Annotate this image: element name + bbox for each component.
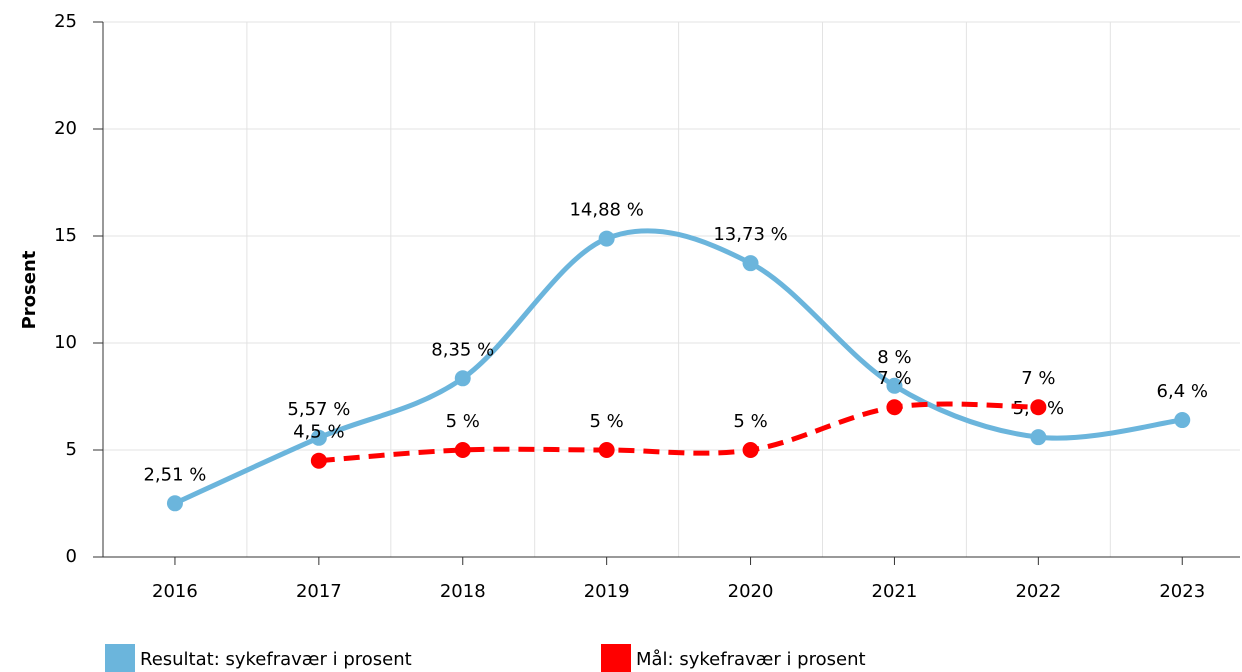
data-label: 7 % [1021, 368, 1055, 389]
y-axis-label: Prosent [19, 250, 40, 329]
x-tick-label: 2019 [584, 581, 630, 602]
data-label: 13,73 % [713, 224, 787, 245]
y-tick-label: 25 [54, 11, 77, 32]
x-tick-label: 2021 [872, 581, 918, 602]
data-point [454, 442, 471, 458]
x-tick-label: 2020 [728, 581, 774, 602]
x-tick-label: 2023 [1159, 581, 1205, 602]
data-point [886, 377, 903, 394]
legend-swatch [601, 644, 631, 672]
data-label: 6,4 % [1157, 381, 1208, 402]
data-point [742, 255, 759, 272]
data-label: 5 % [590, 411, 624, 432]
data-label: 8,35 % [431, 339, 494, 360]
series-line [318, 401, 1039, 464]
data-point [1030, 399, 1047, 416]
data-point [454, 370, 471, 387]
x-tick-label: 2017 [296, 581, 342, 602]
data-point [742, 442, 759, 458]
y-tick-label: 10 [54, 332, 77, 353]
y-tick-label: 20 [54, 118, 77, 139]
data-point [166, 495, 183, 512]
x-tick-label: 2016 [152, 581, 198, 602]
data-label: 7 % [877, 368, 911, 389]
y-tick-label: 0 [66, 546, 77, 567]
data-label: 5 % [733, 411, 767, 432]
data-point [1030, 429, 1047, 446]
data-point [598, 442, 615, 458]
data-point [310, 452, 327, 469]
legend-swatch [105, 644, 135, 672]
data-label: 5,57 % [287, 399, 350, 420]
x-tick-label: 2018 [440, 581, 486, 602]
data-label: 2,51 % [143, 464, 206, 485]
data-label: 8 % [877, 347, 911, 368]
data-point [1174, 412, 1191, 429]
data-point [886, 399, 903, 416]
y-tick-label: 15 [54, 225, 77, 246]
legend-label: Resultat: sykefravær i prosent [140, 649, 412, 670]
legend-label: Mål: sykefravær i prosent [636, 649, 866, 670]
data-label: 4,5 % [293, 422, 344, 443]
y-tick-label: 5 [66, 439, 77, 460]
data-label: 14,88 % [569, 200, 643, 221]
data-point [310, 429, 327, 446]
series-line [173, 228, 1183, 506]
data-point [598, 230, 615, 247]
data-label: 5 % [446, 411, 480, 432]
x-tick-label: 2022 [1015, 581, 1061, 602]
